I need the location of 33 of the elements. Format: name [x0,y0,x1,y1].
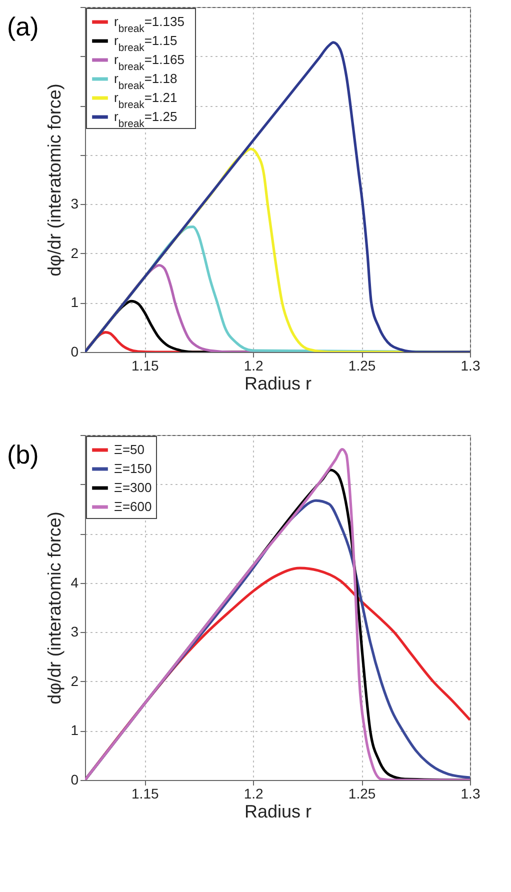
x-tick-label: 1.3 [460,786,480,802]
legend-label: Ξ=150 [114,461,152,476]
legend-label: r$_{break}$=1.21 [114,90,178,110]
x-tick-label: 1.15 [132,786,159,802]
chart-title: (a) [7,12,39,42]
legend-label: Ξ=300 [114,480,152,495]
x-tick-label: 1.2 [244,358,264,374]
y-tick-label: 3 [70,624,79,640]
legend-label: r$_{break}$=1.25 [114,109,178,130]
y-tick-label: 2 [70,244,79,261]
legend-label: r$_{break}$=1.15 [114,33,178,54]
y-tick-label: 3 [70,196,79,212]
y-tick-label: 1 [70,294,79,310]
y-tick-label: 0 [70,344,79,360]
legend-label: Ξ=600 [114,499,152,514]
x-axis-title: Radius r [244,802,312,822]
y-axis-title: dφ/dr (interatomic force) [44,84,65,276]
x-tick-label: 1.3 [460,358,480,374]
x-tick-label: 1.25 [348,786,376,802]
chart-title: (b) [7,440,39,470]
legend-label: r$_{break}$=1.165 [114,52,184,72]
legend-label: r$_{break}$=1.135 [114,14,184,34]
x-tick-label: 1.15 [132,358,159,374]
legend-label: Ξ=50 [114,442,145,457]
legend-label: r$_{break}$=1.18 [114,71,178,92]
y-axis-title: dφ/dr (interatomic force) [44,512,65,704]
x-tick-label: 1.25 [348,358,376,374]
x-tick-label: 1.2 [244,786,264,802]
y-tick-label: 1 [70,722,79,738]
y-tick-label: 2 [70,672,79,689]
y-tick-label: 0 [70,772,79,788]
y-tick-label: 4 [70,574,79,590]
x-axis-title: Radius r [244,374,312,394]
